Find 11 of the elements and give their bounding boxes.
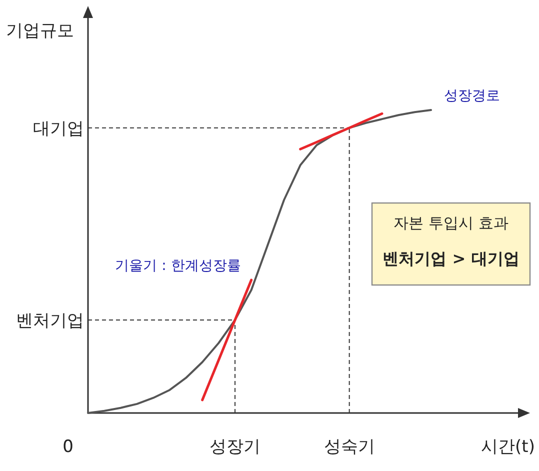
ref-line-label: 벤처기업 bbox=[16, 310, 84, 331]
annotation: 기울기 : 한계성장률 bbox=[115, 258, 241, 274]
annotation: 벤처기업 > 대기업 bbox=[382, 249, 520, 268]
annotation: 자본 투입시 효과 bbox=[394, 214, 508, 232]
x-tick-label: 성장기 bbox=[210, 437, 260, 457]
x-tick-label: 성숙기 bbox=[324, 437, 375, 457]
ref-line-label: 대기업 bbox=[33, 118, 84, 139]
text: 성장경로 bbox=[444, 88, 500, 104]
text: 0 bbox=[62, 437, 74, 457]
x-axis-title: 시간(t) bbox=[481, 437, 535, 457]
y-axis-title: 기업규모 bbox=[6, 21, 74, 41]
